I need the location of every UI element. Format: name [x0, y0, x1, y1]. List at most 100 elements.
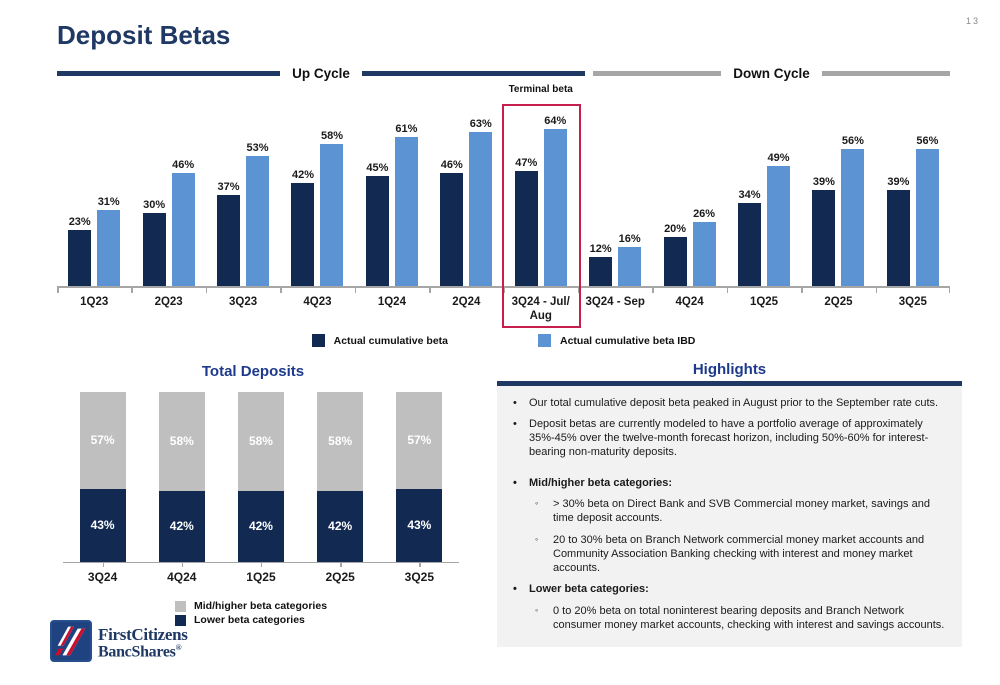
bar-with-label: 46%	[171, 159, 195, 286]
x-axis-label: 2Q25	[317, 563, 363, 584]
highlight-bullet: • Deposit betas are currently modeled to …	[505, 417, 948, 460]
bar-value-label: 20%	[664, 223, 687, 235]
stacked-segment: 57%	[396, 392, 443, 489]
bar-value-label: 37%	[217, 181, 240, 194]
bar-with-label: 37%	[217, 181, 241, 286]
bar-value-label: 31%	[97, 196, 120, 209]
bar-group: 37% 53%	[206, 142, 280, 286]
bar-group: 39% 56%	[876, 135, 950, 286]
sub-bullet-icon: ◦	[535, 497, 539, 508]
x-axis-label: 2Q23	[131, 288, 205, 324]
highlight-text: Our total cumulative deposit beta peaked…	[529, 396, 939, 409]
bar	[365, 175, 389, 286]
legend-item: Mid/higher beta categories	[175, 600, 327, 612]
bar-with-label: 31%	[97, 196, 121, 286]
stacked-bar: 58% 42%	[237, 392, 284, 562]
x-axis-label: 3Q24 - Sep	[577, 288, 652, 324]
bar-group: 20% 26%	[652, 208, 726, 286]
bar-with-label: 45%	[365, 161, 389, 286]
bar	[142, 212, 166, 286]
x-axis-label: 1Q25	[238, 563, 284, 584]
total-deposits-labels: 3Q24 4Q24 1Q25 2Q25 3Q25	[63, 563, 459, 584]
bar	[663, 237, 687, 286]
bar	[394, 136, 418, 286]
bar	[738, 202, 761, 286]
deposit-beta-chart: Terminal beta 23% 31% 30% 46% 37% 53% 42% 58% 45…	[57, 84, 950, 328]
page-title: Deposit Betas	[57, 20, 231, 50]
bar-value-label: 49%	[767, 151, 790, 164]
bar-group: 12% 16%	[578, 233, 652, 286]
bar	[514, 170, 538, 286]
x-axis-label: 4Q24	[159, 563, 205, 584]
bar	[543, 129, 567, 286]
highlights-panel: Highlights • Our total cumulative deposit…	[497, 361, 962, 647]
bar	[171, 173, 195, 286]
total-deposits-legend: Mid/higher beta categories Lower beta cat…	[175, 600, 327, 626]
bar-with-label: 34%	[738, 189, 761, 286]
down-cycle-header: Down Cycle	[593, 66, 950, 81]
bar-value-label: 56%	[916, 134, 939, 147]
x-axis-label: 3Q25	[875, 288, 950, 324]
bar	[246, 156, 270, 286]
stacked-bar: 58% 42%	[158, 392, 205, 562]
stacked-segment: 58%	[317, 392, 364, 491]
sub-bullet-icon: ◦	[535, 604, 539, 615]
highlight-bullet: • Lower beta categories:	[505, 582, 948, 596]
bar-value-label: 34%	[738, 188, 761, 201]
bar-value-label: 39%	[887, 176, 910, 189]
up-cycle-line-right	[361, 71, 585, 76]
highlight-bullet: • Our total cumulative deposit beta peake…	[505, 396, 948, 410]
stacked-bar: 57% 43%	[79, 392, 126, 562]
total-deposits-bars: 57% 43% 58% 42% 58% 42% 58% 42% 57% 43%	[63, 392, 459, 563]
bar-value-label: 12%	[589, 242, 612, 255]
stacked-segment: 42%	[317, 490, 364, 562]
bar-value-label: 26%	[693, 208, 716, 221]
stacked-segment: 43%	[79, 488, 126, 562]
up-cycle-line-left	[57, 71, 281, 76]
bar-with-label: 26%	[692, 208, 716, 286]
highlight-text: Mid/higher beta categories:	[529, 476, 673, 489]
bar	[618, 246, 642, 286]
bar	[915, 148, 939, 286]
x-axis-label: 4Q24	[652, 288, 726, 324]
bar-value-label: 58%	[320, 129, 343, 142]
sub-bullet-icon: ◦	[535, 533, 539, 544]
highlight-bullet: ◦ 20 to 30% beta on Branch Network commer…	[535, 533, 948, 576]
bar-group: 23% 31%	[57, 196, 131, 286]
terminal-beta-label: Terminal beta	[508, 84, 573, 95]
x-axis-label: 4Q23	[280, 288, 354, 324]
bar-value-label: 45%	[366, 161, 389, 174]
legend-label: Actual cumulative beta	[333, 334, 448, 347]
total-deposits-chart: 57% 43% 58% 42% 58% 42% 58% 42% 57% 43% 3Q24 4Q24 1…	[63, 392, 459, 584]
stacked-segment: 57%	[79, 392, 126, 489]
bar-group: 34% 49%	[727, 152, 801, 286]
x-axis-label: 2Q25	[801, 288, 875, 324]
bar-group: 30% 46%	[131, 159, 205, 286]
legend-label: Actual cumulative beta IBD	[560, 334, 696, 347]
bullet-icon: •	[513, 476, 517, 489]
legend-swatch-icon	[175, 600, 186, 612]
legend-swatch-icon	[311, 334, 325, 347]
stacked-bar: 57% 43%	[396, 392, 443, 562]
highlight-text: 0 to 20% beta on total noninterest beari…	[553, 604, 945, 632]
bar-group: 46% 63%	[429, 118, 503, 286]
stacked-segment: 43%	[396, 488, 443, 562]
bar	[767, 165, 790, 286]
x-axis-label: 3Q24 - Jul/ Aug	[503, 288, 578, 324]
bar-with-label: 16%	[618, 233, 642, 286]
bar-with-label: 12%	[589, 242, 613, 286]
page-number: 13	[965, 16, 980, 26]
bar-with-label: 56%	[915, 134, 939, 286]
cycle-header: Up Cycle Down Cycle	[57, 66, 950, 81]
legend-swatch-icon	[538, 334, 551, 347]
bar-value-label: 23%	[68, 215, 91, 228]
bar	[812, 190, 836, 286]
up-cycle-header: Up Cycle	[57, 66, 585, 81]
bar	[97, 210, 121, 286]
bar	[291, 183, 315, 286]
bar	[886, 190, 910, 286]
bar	[217, 195, 241, 286]
highlight-text: Lower beta categories:	[529, 583, 649, 596]
bar-value-label: 46%	[172, 159, 195, 172]
